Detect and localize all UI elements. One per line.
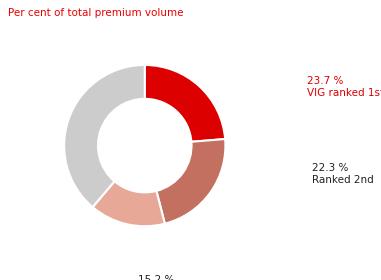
Text: 22.3 %
Ranked 2nd: 22.3 % Ranked 2nd <box>312 163 374 185</box>
Wedge shape <box>64 65 145 207</box>
Wedge shape <box>145 65 225 142</box>
Text: 15.2 %
Ranked 3rd: 15.2 % Ranked 3rd <box>126 275 186 280</box>
Wedge shape <box>93 181 165 226</box>
Wedge shape <box>157 139 226 224</box>
Text: Per cent of total premium volume: Per cent of total premium volume <box>8 8 183 18</box>
Text: 23.7 %
VIG ranked 1st: 23.7 % VIG ranked 1st <box>307 76 381 98</box>
